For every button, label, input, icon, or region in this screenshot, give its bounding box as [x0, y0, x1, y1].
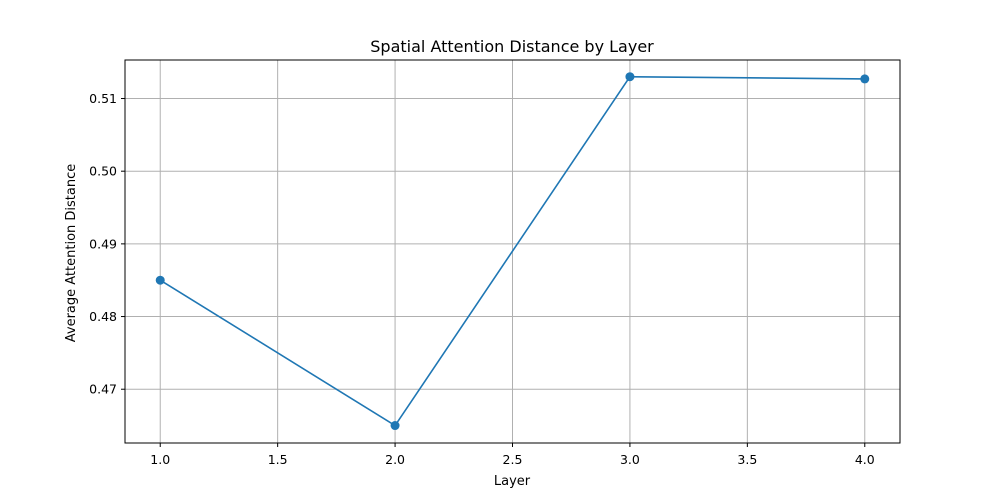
x-tick-label: 3.5 — [737, 452, 757, 467]
data-point — [860, 74, 870, 84]
data-point — [625, 72, 635, 82]
y-tick-label: 0.47 — [89, 382, 117, 397]
data-point — [390, 421, 400, 431]
x-tick-label: 1.0 — [150, 452, 170, 467]
x-tick-label: 4.0 — [855, 452, 875, 467]
y-tick-label: 0.51 — [89, 91, 117, 106]
y-tick-label: 0.49 — [89, 236, 117, 251]
ticks: 1.0 1.5 2.0 2.5 3.0 3.5 4.0 0.47 0.48 0.49 0.50 0.5… — [89, 91, 875, 467]
y-tick-label: 0.50 — [89, 164, 117, 179]
series-group — [155, 72, 870, 431]
x-tick-label: 2.5 — [503, 452, 523, 467]
x-axis-title: Layer — [494, 474, 531, 489]
x-tick-label: 1.5 — [268, 452, 288, 467]
grid — [125, 60, 900, 443]
series-line — [159, 75, 865, 427]
x-tick-label: 3.0 — [620, 452, 640, 467]
chart-title: Spatial Attention Distance by Layer — [370, 37, 654, 56]
y-tick-label: 0.48 — [89, 309, 117, 324]
data-point — [155, 275, 165, 285]
y-axis-title: Average Attention Distance — [64, 164, 79, 343]
x-tick-label: 2.0 — [385, 452, 405, 467]
